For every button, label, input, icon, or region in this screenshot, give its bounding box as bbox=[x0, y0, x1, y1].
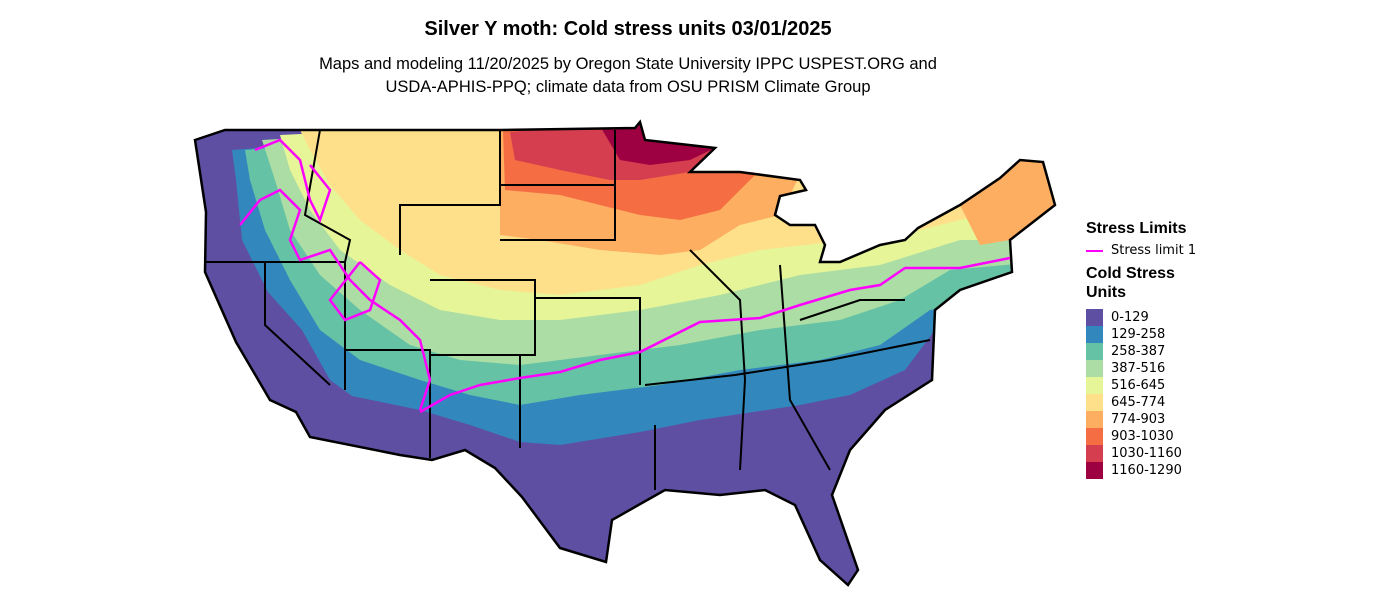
legend-stress-title: Stress Limits bbox=[1086, 220, 1187, 237]
legend-stress-label: Stress limit 1 bbox=[1111, 243, 1197, 258]
legend-class-label: 129-258 bbox=[1111, 327, 1166, 342]
legend-classes: 0-129 129-258 258-387 387-516 516-645 645-774… bbox=[1086, 309, 1196, 479]
legend-class-label: 903-1030 bbox=[1111, 429, 1174, 444]
legend-class-row: 903-1030 bbox=[1086, 428, 1196, 445]
map-subtitle-line-1: Maps and modeling 11/20/2025 by Oregon S… bbox=[319, 55, 937, 73]
legend-class-label: 516-645 bbox=[1111, 378, 1166, 393]
legend-swatch bbox=[1086, 428, 1103, 445]
legend-class-row: 516-645 bbox=[1086, 377, 1196, 394]
legend-units-title-2: Units bbox=[1086, 284, 1126, 301]
legend-swatch bbox=[1086, 394, 1103, 411]
legend-class-label: 1160-1290 bbox=[1111, 463, 1182, 478]
legend-stress-item: Stress limit 1 bbox=[1086, 242, 1196, 259]
legend-class-label: 387-516 bbox=[1111, 361, 1166, 376]
legend-units-title-1: Cold Stress bbox=[1086, 265, 1175, 282]
legend-swatch bbox=[1086, 326, 1103, 343]
legend-swatch bbox=[1086, 343, 1103, 360]
state-borders bbox=[205, 129, 931, 490]
legend-class-label: 1030-1160 bbox=[1111, 446, 1182, 461]
map-title: Silver Y moth: Cold stress units 03/01/2… bbox=[424, 18, 832, 40]
legend-class-row: 129-258 bbox=[1086, 326, 1196, 343]
legend-class-row: 1030-1160 bbox=[1086, 445, 1196, 462]
legend-class-label: 774-903 bbox=[1111, 412, 1166, 427]
legend-swatch bbox=[1086, 360, 1103, 377]
legend-swatch bbox=[1086, 462, 1103, 479]
legend-class-row: 774-903 bbox=[1086, 411, 1196, 428]
magenta-line-swatch bbox=[1086, 249, 1103, 252]
zone-774-903-northeast bbox=[960, 160, 1055, 245]
legend-class-row: 387-516 bbox=[1086, 360, 1196, 377]
legend-swatch bbox=[1086, 377, 1103, 394]
map-subtitle-line-2: USDA-APHIS-PPQ; climate data from OSU PR… bbox=[385, 78, 871, 96]
legend-class-row: 645-774 bbox=[1086, 394, 1196, 411]
legend-class-row: 258-387 bbox=[1086, 343, 1196, 360]
legend-swatch bbox=[1086, 445, 1103, 462]
stress-limit-1-contour bbox=[239, 138, 1011, 414]
legend-class-label: 0-129 bbox=[1111, 310, 1149, 325]
legend-swatch bbox=[1086, 411, 1103, 428]
legend-class-row: 0-129 bbox=[1086, 309, 1196, 326]
legend: Stress Limits Stress limit 1 Cold Stress… bbox=[1086, 219, 1196, 479]
legend-class-label: 258-387 bbox=[1111, 344, 1166, 359]
legend-class-row: 1160-1290 bbox=[1086, 462, 1196, 479]
legend-class-label: 645-774 bbox=[1111, 395, 1166, 410]
legend-swatch bbox=[1086, 309, 1103, 326]
us-outline bbox=[193, 119, 1057, 587]
